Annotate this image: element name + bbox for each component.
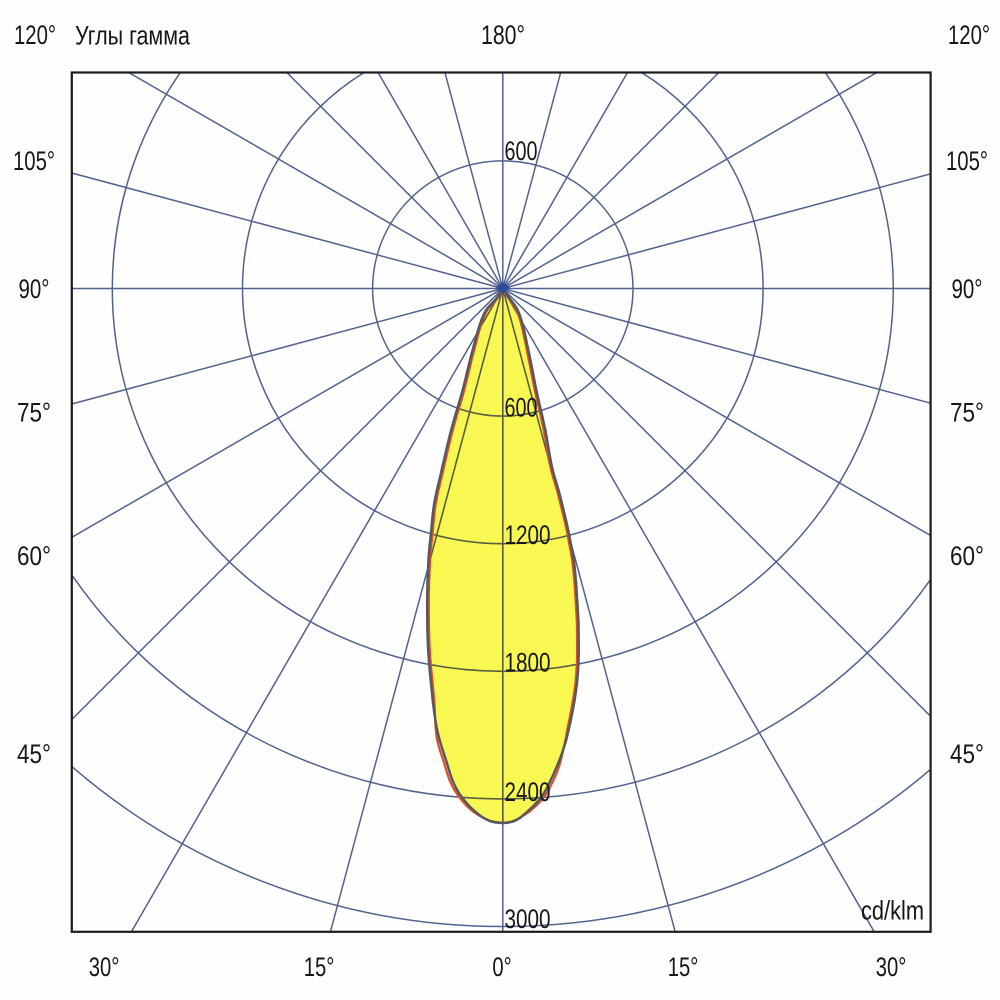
svg-text:15°: 15° — [304, 952, 335, 982]
svg-text:600: 600 — [505, 393, 538, 423]
svg-text:120°: 120° — [948, 20, 990, 50]
svg-text:60°: 60° — [950, 541, 984, 571]
svg-text:2400: 2400 — [505, 777, 551, 807]
svg-text:90°: 90° — [952, 274, 983, 304]
svg-text:180°: 180° — [481, 20, 525, 50]
svg-text:105°: 105° — [13, 146, 55, 176]
svg-text:0°: 0° — [492, 952, 511, 982]
svg-text:45°: 45° — [950, 739, 984, 769]
svg-text:60°: 60° — [17, 541, 51, 571]
svg-text:cd/klm: cd/klm — [861, 896, 924, 926]
svg-text:105°: 105° — [946, 146, 988, 176]
svg-text:45°: 45° — [17, 739, 51, 769]
svg-text:75°: 75° — [17, 398, 51, 428]
svg-text:600: 600 — [505, 136, 538, 166]
svg-text:3000: 3000 — [505, 904, 551, 934]
svg-text:15°: 15° — [668, 952, 699, 982]
svg-text:30°: 30° — [876, 952, 907, 982]
svg-text:1800: 1800 — [505, 647, 551, 677]
svg-text:30°: 30° — [89, 952, 120, 982]
svg-text:120°: 120° — [14, 20, 56, 50]
svg-text:Углы гамма: Углы гамма — [75, 20, 190, 50]
svg-text:75°: 75° — [950, 398, 984, 428]
svg-text:90°: 90° — [19, 274, 50, 304]
svg-text:1200: 1200 — [505, 520, 551, 550]
